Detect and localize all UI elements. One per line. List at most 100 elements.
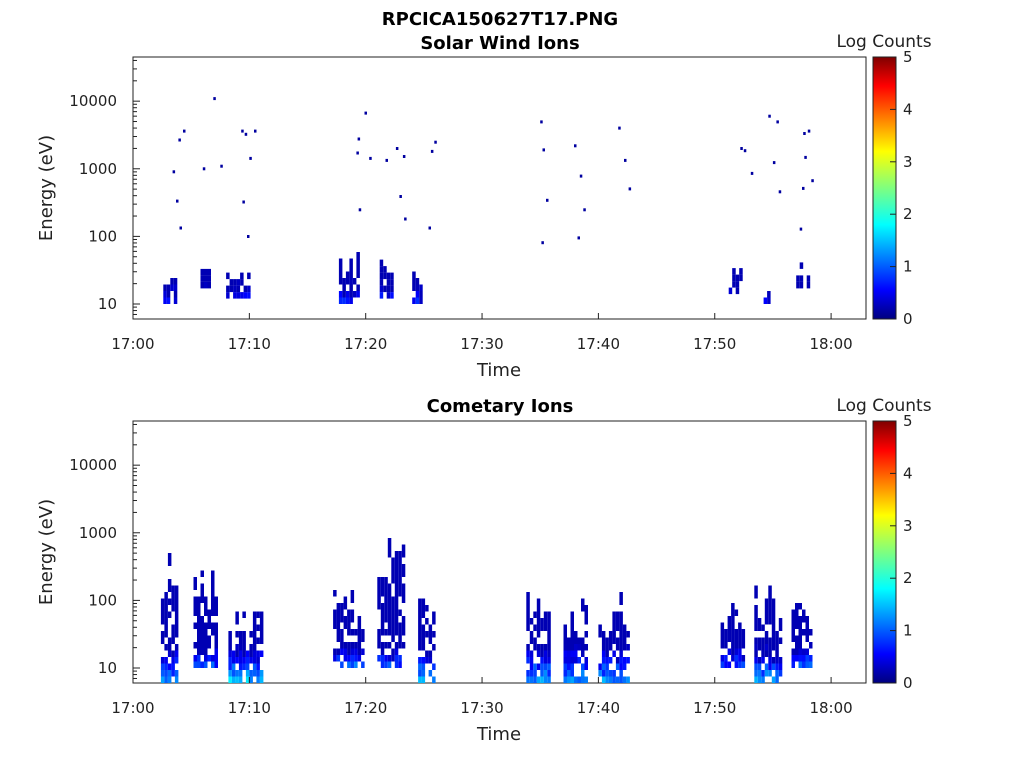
heatmap-cell [167,637,172,644]
heatmap-cell [349,284,353,291]
heatmap-cell [401,590,406,597]
heatmap-cell [567,657,571,664]
heatmap-cell [425,650,429,657]
heatmap-cell [394,551,399,558]
heatmap-cell [259,618,264,625]
heatmap-point [254,129,257,133]
heatmap-cell [626,657,630,664]
heatmap-point [249,156,252,160]
heatmap-cell [338,278,343,285]
heatmap-cell [380,603,385,610]
heatmap-cell [612,618,616,625]
heatmap-cell [547,624,551,631]
heatmap-cell [401,583,406,590]
heatmap-cell [401,622,406,629]
heatmap-cell [350,642,355,649]
y-axis-label: Energy (eV) [36,135,57,241]
heatmap-cell [601,663,606,670]
heatmap-cell [349,297,353,304]
heatmap-cell [391,603,395,610]
heatmap-cell [421,676,426,683]
heatmap-cell [543,650,548,657]
heatmap-cell [380,622,385,629]
heatmap-cell [626,676,630,683]
heatmap-point [811,179,814,183]
heatmap-cell [761,657,765,664]
heatmap-cell [619,670,623,677]
heatmap-cell [764,598,769,605]
heatmap-cell [235,676,239,683]
heatmap-cell [798,603,802,610]
heatmap-cell [256,611,260,618]
heatmap-cell [387,655,392,662]
heatmap-cell [401,616,406,623]
x-tick-label: 18:00 [809,335,852,353]
heatmap-cell [764,670,769,677]
heatmap-cell [166,284,171,291]
heatmap-cell [724,635,728,642]
heatmap-cell [211,603,215,610]
heatmap-cell [567,670,571,677]
heatmap-cell [384,642,388,649]
heatmap-cell [570,644,574,651]
heatmap-cell [805,629,809,636]
heatmap-point [369,156,372,160]
heatmap-cell [605,670,609,677]
heatmap-cell [601,670,606,677]
y-tick-label: 10000 [69,456,117,474]
heatmap-cell [357,655,362,662]
heatmap-cell [354,661,358,668]
heatmap-cell [540,644,544,651]
heatmap-cell [167,611,172,618]
heatmap-cell [768,637,772,644]
heatmap-cell [391,616,395,623]
heatmap-cell [731,642,735,649]
heatmap-cell [340,629,344,636]
heatmap-cell [757,670,762,677]
heatmap-cell [738,661,742,668]
heatmap-cell [421,598,426,605]
heatmap-cell [768,663,772,670]
heatmap-cell [204,642,208,649]
heatmap-cell [387,661,392,668]
heatmap-cell [536,618,541,625]
heatmap-cell [333,590,337,597]
heatmap-cell [570,670,574,677]
heatmap-cell [428,650,433,657]
heatmap-cell [243,285,248,293]
heatmap-cell [412,284,416,291]
heatmap-cell [731,609,735,616]
heatmap-cell [428,657,433,664]
heatmap-cell [533,676,537,683]
heatmap-cell [795,616,799,623]
heatmap-cell [419,291,423,298]
heatmap-cell [164,592,168,599]
heatmap-cell [421,611,426,618]
heatmap-cell [214,635,218,642]
heatmap-cell [805,622,809,629]
heatmap-cell [171,663,175,670]
heatmap-cell [734,661,739,668]
heatmap-cell [343,622,348,629]
heatmap-cell [228,650,232,657]
heatmap-cell [160,657,165,664]
heatmap-cell [795,648,799,655]
heatmap-cell [333,648,337,655]
heatmap-cell [245,670,250,677]
y-tick-label: 100 [88,227,117,245]
heatmap-cell [806,281,811,289]
heatmap-cell [377,577,381,584]
colorbar-ticks: 0 1 2 3 4 5 [890,412,913,692]
heatmap-cell [377,642,381,649]
heatmap-cell [252,611,257,618]
heatmap-cell [547,644,551,651]
y-tick-label: 1000 [79,160,117,178]
heatmap-cell [615,637,620,644]
heatmap-cell [197,596,201,603]
heatmap-cell [238,663,243,670]
heatmap-cell [540,663,544,670]
heatmap-cell [798,616,802,623]
heatmap-cell [798,655,802,662]
heatmap-cell [802,616,806,623]
heatmap-cell [394,622,399,629]
